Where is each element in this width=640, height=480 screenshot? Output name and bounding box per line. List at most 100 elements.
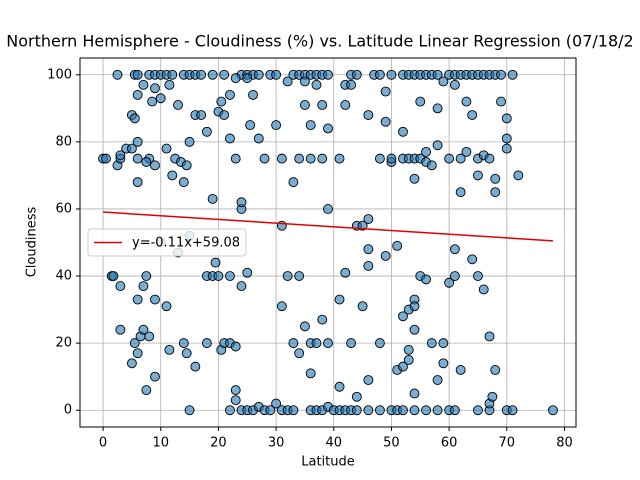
point	[271, 120, 282, 131]
point	[207, 193, 218, 204]
point	[141, 157, 152, 167]
point	[340, 267, 351, 278]
point	[398, 126, 408, 137]
point	[230, 395, 241, 406]
point	[150, 371, 160, 382]
x-tick-label: 40	[325, 436, 342, 451]
point	[409, 301, 420, 312]
point	[403, 354, 414, 365]
point	[112, 69, 123, 80]
point	[181, 160, 192, 171]
point	[449, 244, 460, 255]
point	[490, 173, 501, 184]
x-tick-label: 50	[383, 436, 400, 451]
point	[248, 89, 258, 100]
point	[478, 284, 489, 295]
point	[236, 197, 247, 208]
point	[138, 281, 149, 292]
point	[455, 153, 466, 164]
point	[271, 69, 282, 80]
point	[276, 301, 287, 312]
point	[132, 153, 143, 164]
point	[334, 294, 345, 305]
point	[415, 96, 426, 107]
point	[101, 153, 111, 164]
y-tick-label: 20	[55, 336, 72, 351]
point	[150, 160, 160, 171]
point	[184, 405, 195, 416]
point	[444, 153, 455, 164]
point	[225, 89, 235, 100]
point	[507, 405, 518, 416]
point	[501, 113, 512, 124]
point	[282, 76, 293, 87]
point	[288, 405, 299, 416]
x-tick-label: 0	[99, 436, 107, 451]
point	[164, 344, 175, 355]
point	[449, 271, 460, 281]
y-tick-label: 40	[55, 269, 72, 284]
point	[161, 301, 172, 312]
point	[317, 314, 328, 325]
point	[386, 153, 397, 164]
point	[190, 361, 201, 372]
point	[409, 324, 420, 335]
point	[230, 153, 241, 164]
point	[225, 271, 235, 281]
point	[115, 150, 126, 161]
point	[216, 96, 227, 107]
y-tick-label: 60	[55, 201, 72, 216]
point	[455, 365, 466, 375]
point	[323, 338, 333, 349]
point	[403, 344, 414, 355]
point	[311, 79, 322, 90]
point	[323, 123, 333, 134]
point	[438, 358, 449, 369]
point	[421, 274, 431, 285]
point	[496, 96, 506, 107]
point	[259, 153, 270, 164]
point	[115, 281, 126, 292]
point	[484, 331, 495, 342]
point	[473, 271, 483, 281]
point	[455, 187, 466, 198]
point	[363, 375, 374, 385]
point	[253, 69, 264, 80]
point	[219, 110, 230, 120]
point	[288, 177, 299, 188]
point	[398, 311, 408, 322]
point	[351, 391, 362, 402]
point	[201, 126, 212, 137]
point	[421, 405, 431, 416]
point	[161, 143, 172, 154]
point	[178, 177, 189, 188]
legend-box	[87, 228, 247, 257]
point	[132, 69, 143, 80]
point	[473, 170, 483, 181]
point	[334, 153, 345, 164]
point	[201, 338, 212, 349]
point	[219, 69, 230, 80]
x-axis-label: Latitude	[301, 455, 355, 470]
point	[150, 83, 160, 94]
point	[196, 110, 207, 120]
point	[181, 348, 192, 359]
point	[421, 146, 431, 157]
point	[473, 405, 483, 416]
point	[409, 405, 420, 416]
y-tick-label: 0	[64, 403, 72, 418]
point	[305, 120, 316, 131]
x-tick-label: 70	[499, 436, 516, 451]
point	[374, 69, 385, 80]
point	[245, 120, 256, 131]
point	[126, 358, 137, 369]
point	[265, 405, 276, 416]
frame	[79, 57, 577, 428]
point	[461, 146, 472, 157]
point	[398, 361, 408, 372]
point	[323, 204, 333, 214]
point	[467, 254, 478, 265]
point	[386, 69, 397, 80]
